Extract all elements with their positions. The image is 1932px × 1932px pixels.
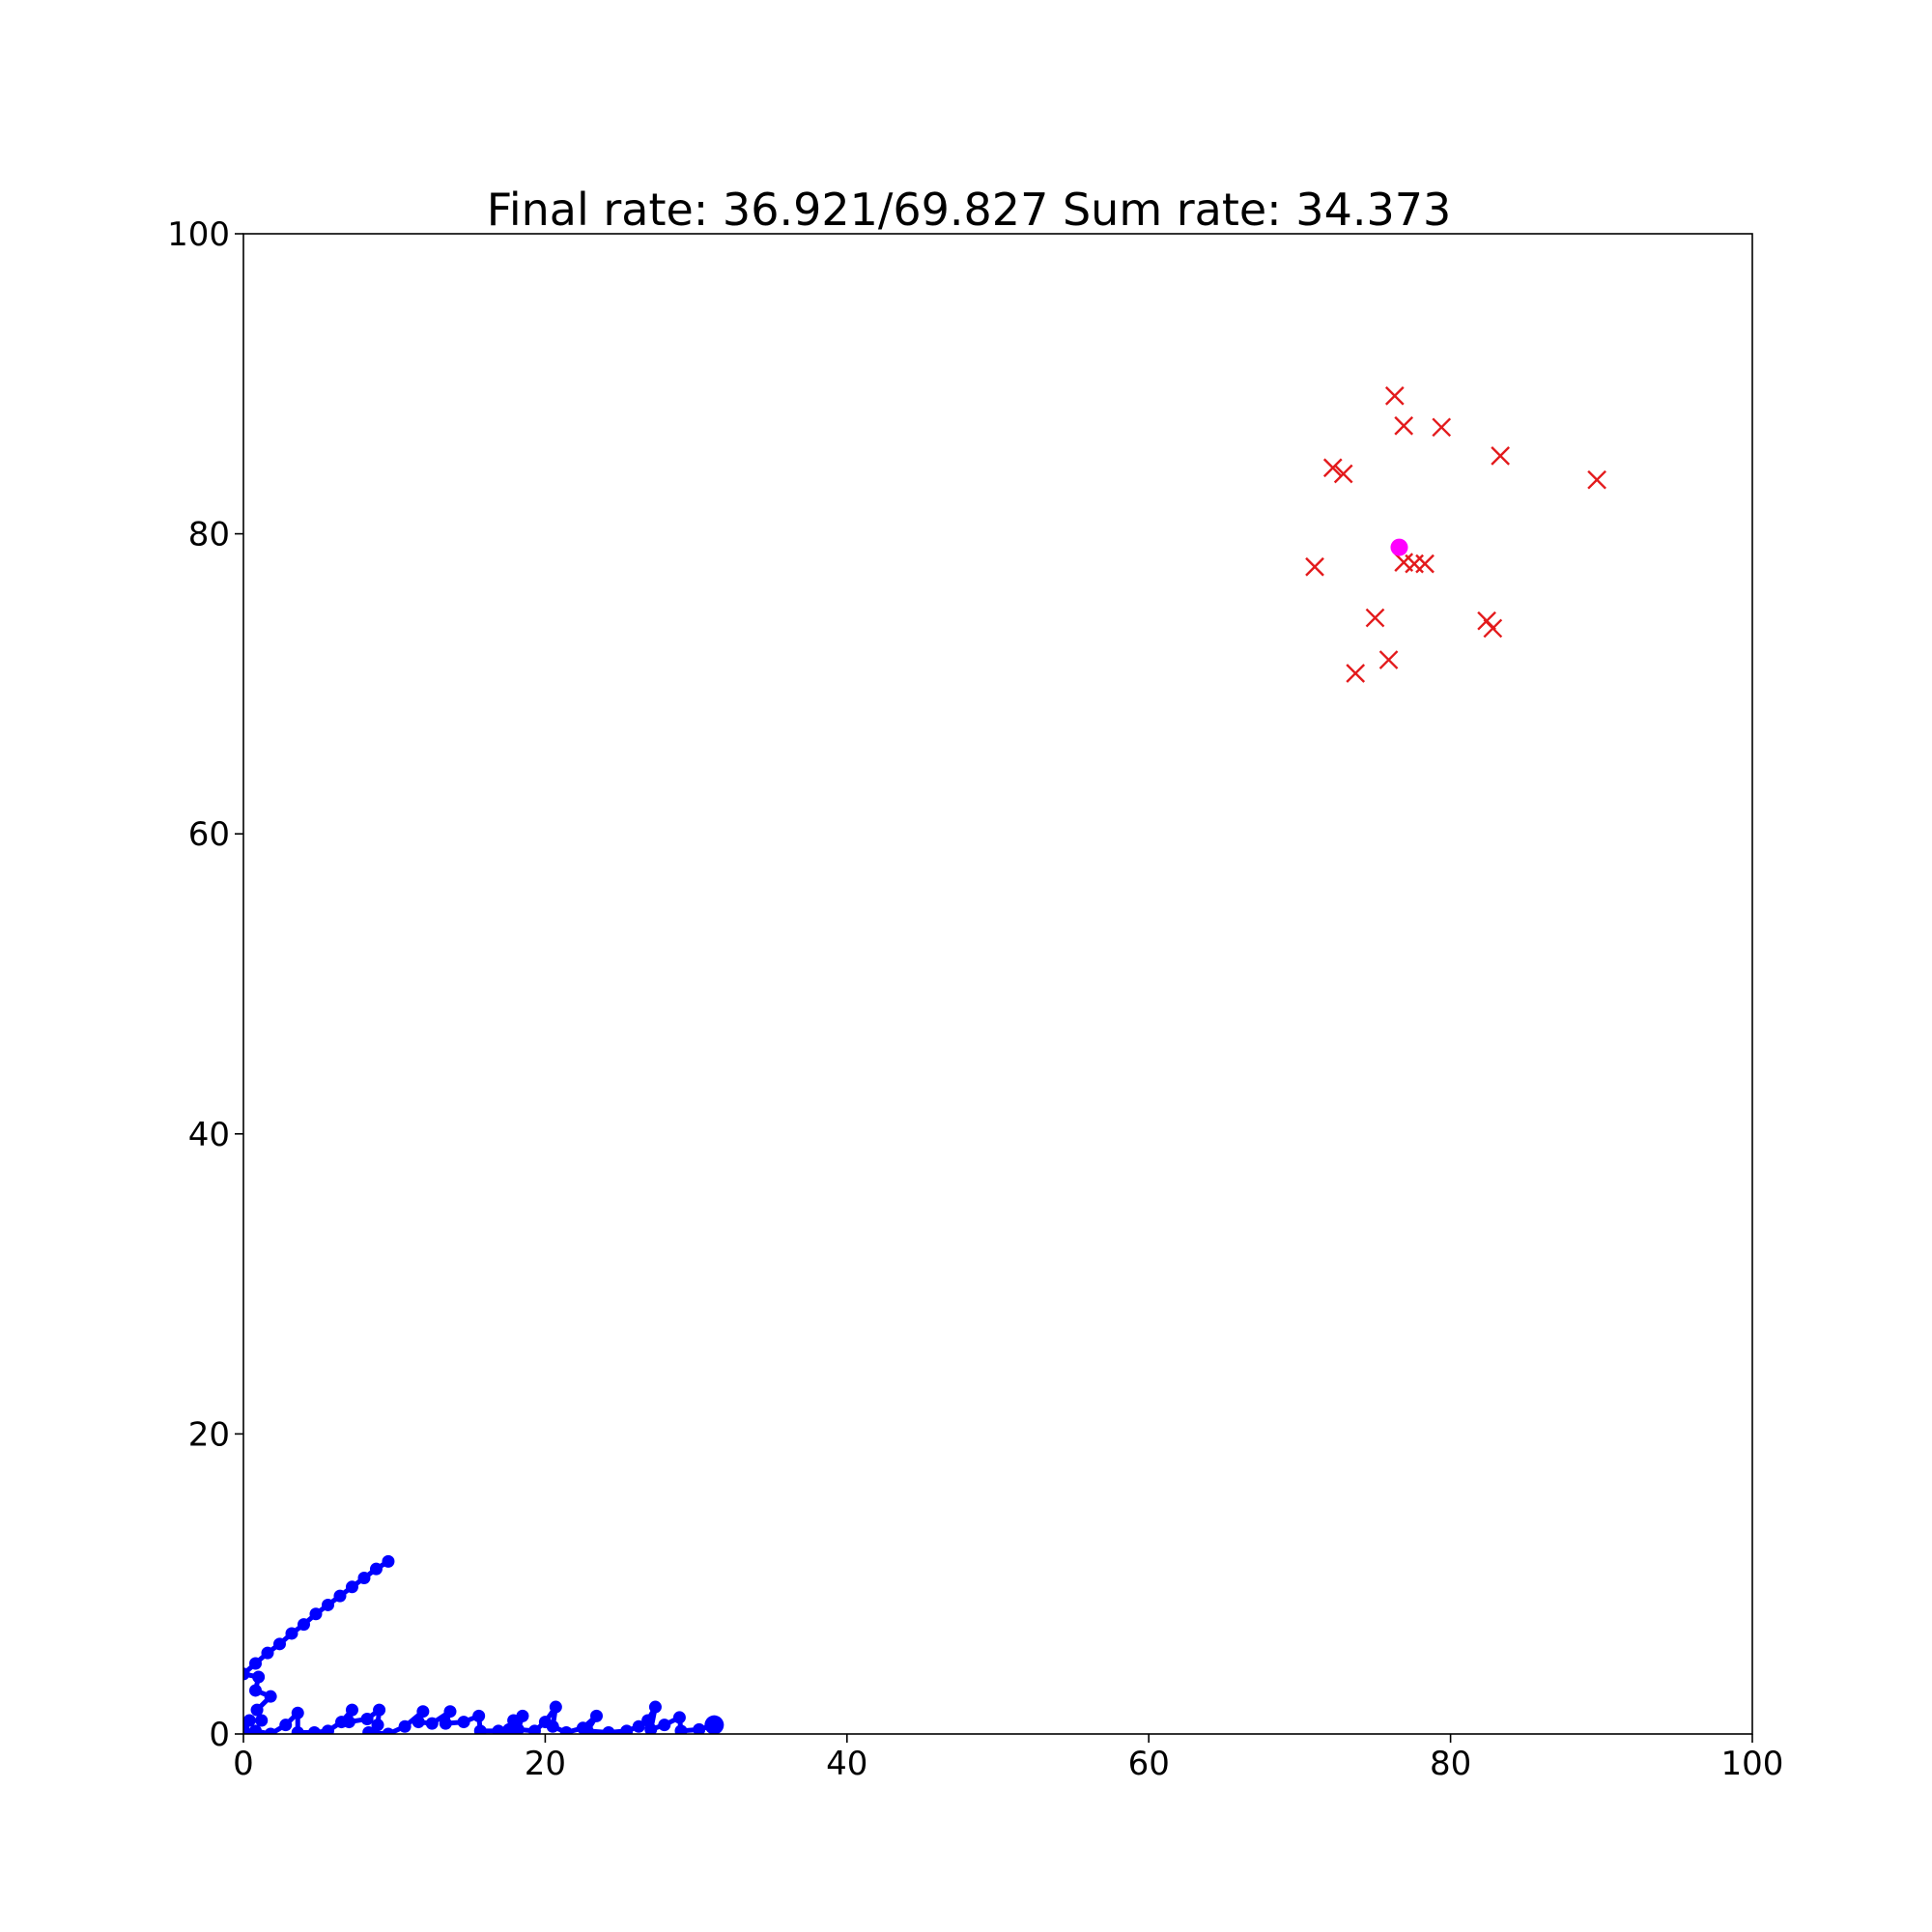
trajectory-point (511, 1722, 525, 1734)
trajectory-point (248, 1724, 262, 1734)
trajectory-point (248, 1657, 262, 1670)
trajectory-point (412, 1716, 425, 1729)
trajectory-point (549, 1700, 562, 1714)
trajectory-point (321, 1598, 334, 1611)
x-marker (1346, 664, 1366, 683)
trajectory-point (658, 1719, 671, 1732)
y-tick-label: 60 (188, 815, 230, 854)
trajectory-point (291, 1725, 304, 1734)
trajectory-point (382, 1727, 395, 1734)
trajectory-point (333, 1589, 347, 1603)
trajectory-point (243, 1725, 250, 1734)
trajectory-point (516, 1709, 529, 1722)
trajectory-point (321, 1724, 334, 1734)
trajectory-point (473, 1724, 487, 1734)
trajectory-point (357, 1571, 371, 1584)
x-marker (1587, 469, 1606, 490)
trajectory-point (672, 1711, 686, 1724)
trajectory-point (492, 1724, 505, 1734)
trajectory-point (243, 1714, 256, 1727)
trajectory-point (559, 1725, 573, 1734)
trajectory-point (457, 1716, 470, 1729)
trajectory-point (250, 1703, 264, 1717)
trajectory-point (285, 1627, 298, 1640)
x-marker (1378, 650, 1399, 669)
trajectory-point (342, 1716, 355, 1729)
trajectory-point (632, 1719, 645, 1733)
trajectory-point (272, 1637, 286, 1651)
trajectory-point (373, 1703, 386, 1717)
trajectory-point (648, 1700, 662, 1714)
x-marker (1394, 415, 1414, 436)
trajectory-point (261, 1646, 274, 1660)
trajectory-point (674, 1724, 688, 1734)
trajectory-point (264, 1690, 277, 1703)
x-marker (1322, 458, 1343, 478)
trajectory-point (297, 1618, 310, 1632)
y-tick-label: 40 (188, 1116, 230, 1154)
y-tick-label: 0 (209, 1716, 230, 1754)
trajectory-endpoint (704, 1715, 724, 1734)
trajectory-point (527, 1724, 541, 1734)
x-tick-label: 100 (1721, 1745, 1784, 1783)
trajectory-point (360, 1712, 374, 1725)
axes-frame (242, 233, 1753, 1735)
x-tick-label: 40 (826, 1745, 867, 1783)
x-marker (1415, 554, 1435, 574)
x-marker (1365, 608, 1385, 628)
trajectory-point (307, 1725, 321, 1734)
trajectory-point (472, 1709, 486, 1722)
x-tick-label: 0 (233, 1745, 254, 1783)
x-marker (1491, 445, 1510, 466)
trajectory-point (439, 1717, 452, 1730)
axes: 0 20 40 60 80 100 0 20 40 60 80 100 (167, 215, 1783, 1783)
trajectory-point (291, 1706, 304, 1719)
series-group (243, 385, 1606, 1734)
x-marker (1483, 618, 1503, 639)
trajectory-point (345, 1703, 358, 1717)
trajectory-point (620, 1724, 634, 1734)
trajectory-point (243, 1667, 250, 1681)
trajectory-point (602, 1725, 615, 1734)
trajectory-point (398, 1719, 412, 1733)
trajectory-point (252, 1670, 266, 1684)
x-marker (1333, 464, 1353, 484)
trajectory-point (425, 1717, 439, 1730)
y-tick-label: 20 (188, 1415, 230, 1454)
x-marker (1384, 385, 1405, 406)
trajectory-point (279, 1719, 293, 1732)
y-tick-label: 100 (167, 215, 230, 254)
trajectory-point (590, 1709, 604, 1722)
trajectory-point (369, 1562, 383, 1576)
trajectory-point (443, 1705, 457, 1719)
trajectory-point (345, 1580, 358, 1594)
x-marker (1432, 417, 1452, 438)
trajectory-point (546, 1719, 559, 1733)
x-tick-label: 60 (1128, 1745, 1170, 1783)
trajectory-point (416, 1705, 430, 1719)
trajectory-point (362, 1725, 376, 1734)
trajectory-point (255, 1714, 269, 1727)
highlight-point (1390, 538, 1408, 556)
trajectory-point (248, 1684, 262, 1697)
y-tick-label: 80 (188, 516, 230, 554)
chart-title: Final rate: 36.921/69.827 Sum rate: 34.3… (487, 184, 1452, 236)
trajectory-point (382, 1554, 395, 1568)
x-tick-label: 20 (525, 1745, 566, 1783)
trajectory-point (581, 1724, 594, 1734)
trajectory-point (371, 1719, 384, 1732)
plot-area (243, 385, 1606, 1734)
trajectory-point (264, 1727, 277, 1734)
x-marker (1305, 556, 1324, 577)
trajectory-point (693, 1722, 706, 1734)
x-tick-label: 80 (1430, 1745, 1471, 1783)
trajectory-point (309, 1607, 323, 1621)
trajectory-point (644, 1722, 658, 1734)
